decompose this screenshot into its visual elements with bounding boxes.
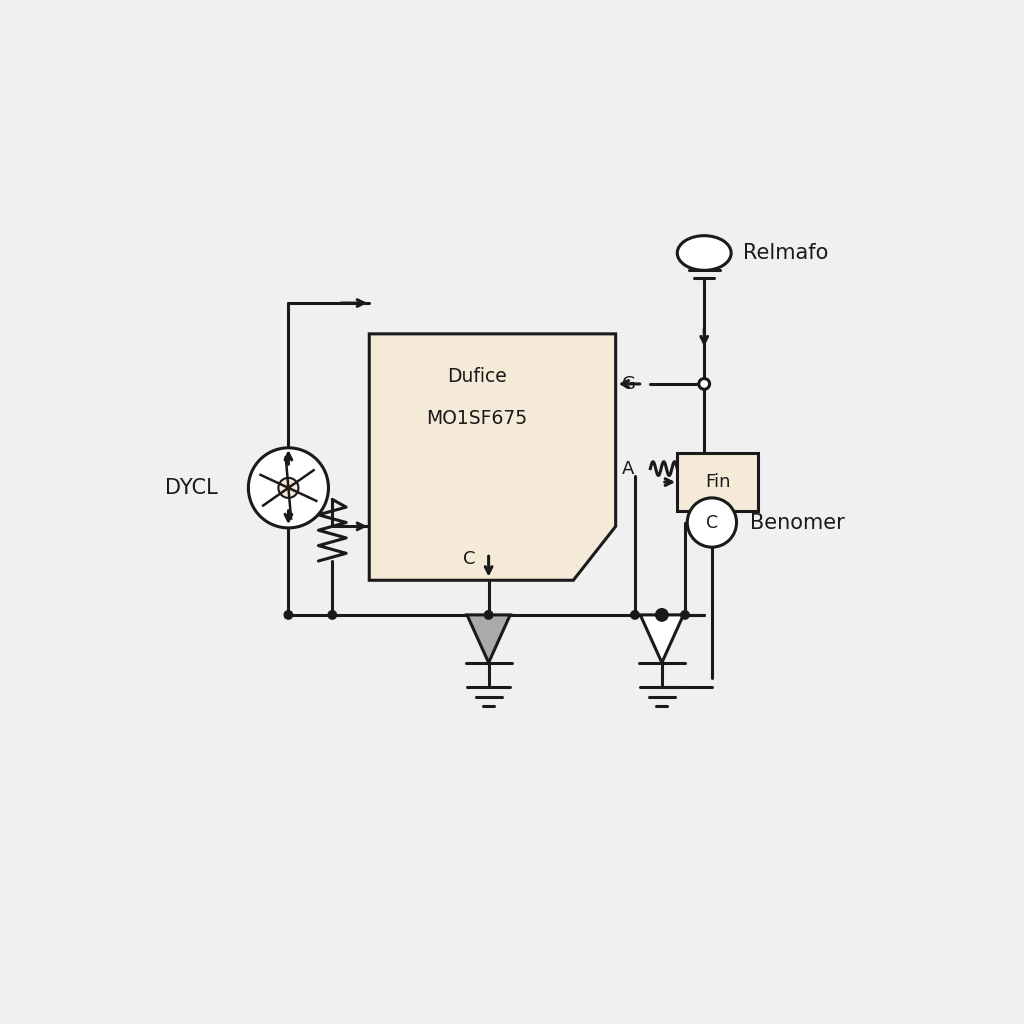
- Circle shape: [687, 498, 736, 547]
- Ellipse shape: [677, 236, 731, 270]
- Circle shape: [328, 610, 337, 620]
- Text: C: C: [706, 513, 718, 531]
- Circle shape: [656, 609, 668, 621]
- Text: Benomer: Benomer: [751, 512, 845, 532]
- Text: C: C: [463, 550, 475, 567]
- Circle shape: [285, 610, 293, 620]
- FancyBboxPatch shape: [677, 454, 758, 511]
- Polygon shape: [640, 614, 683, 663]
- Circle shape: [657, 610, 666, 620]
- Text: MO1SF675: MO1SF675: [427, 409, 527, 428]
- Text: Fin: Fin: [705, 473, 730, 492]
- Circle shape: [249, 447, 329, 528]
- Circle shape: [700, 380, 709, 388]
- Text: A: A: [622, 460, 634, 477]
- Text: DYCL: DYCL: [165, 478, 218, 498]
- Polygon shape: [467, 614, 510, 663]
- Circle shape: [279, 478, 298, 498]
- Text: G: G: [622, 375, 636, 393]
- Text: Dufice: Dufice: [447, 367, 507, 386]
- Text: Relmafo: Relmafo: [742, 243, 828, 263]
- Circle shape: [484, 610, 493, 620]
- Polygon shape: [370, 334, 615, 581]
- Circle shape: [681, 610, 689, 620]
- Circle shape: [631, 610, 639, 620]
- Circle shape: [698, 379, 710, 389]
